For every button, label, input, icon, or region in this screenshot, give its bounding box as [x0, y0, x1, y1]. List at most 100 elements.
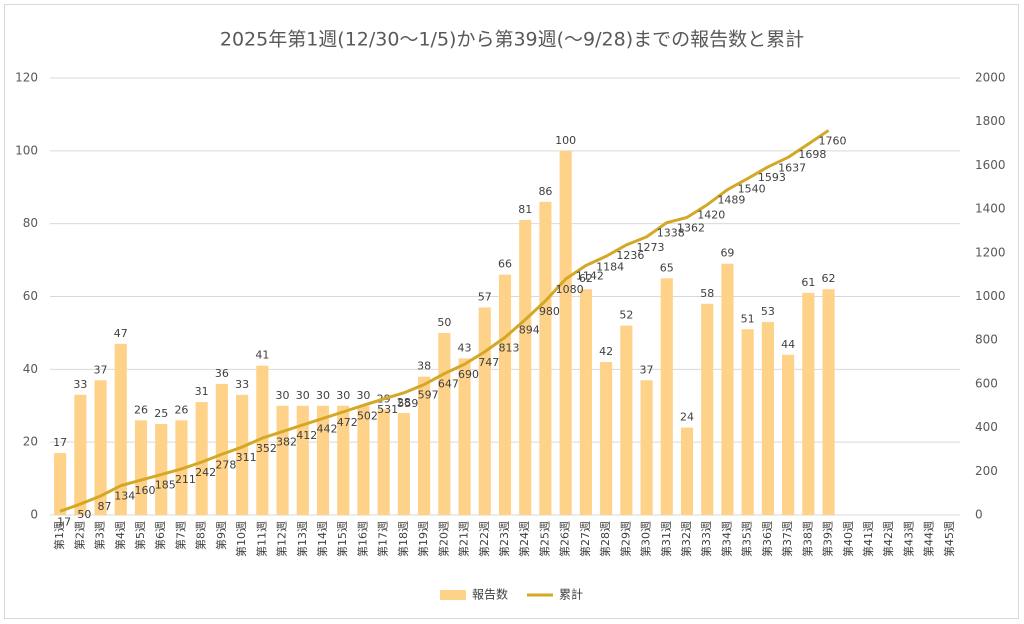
line-value-label: 50 — [77, 508, 91, 521]
bar — [54, 453, 67, 515]
x-tick-label: 第13週 — [295, 521, 309, 557]
bar-value-label: 33 — [235, 378, 249, 391]
line-value-label: 1184 — [596, 260, 624, 273]
bar-value-label: 37 — [640, 363, 654, 376]
line-value-label: 559 — [397, 397, 418, 410]
y2-tick-label: 800 — [975, 333, 998, 347]
legend-label: 累計 — [559, 587, 583, 602]
bar — [519, 220, 532, 515]
bar — [296, 405, 309, 515]
bar-value-label: 33 — [73, 378, 87, 391]
bar-value-label: 30 — [356, 389, 370, 402]
chart-title: 2025年第1週(12/30～1/5)から第39週(～9/28)までの報告数と累… — [220, 29, 804, 51]
x-tick-label: 第15週 — [335, 521, 349, 557]
bar — [620, 325, 633, 515]
bar — [680, 427, 694, 515]
bar-value-label: 24 — [680, 411, 694, 424]
x-tick-label: 第6週 — [153, 521, 167, 550]
bar — [256, 365, 269, 515]
bar — [74, 394, 87, 515]
x-tick-label: 第33週 — [699, 521, 713, 557]
bar — [579, 289, 592, 515]
bar-value-label: 47 — [114, 327, 128, 340]
bar-value-label: 30 — [296, 389, 310, 402]
line-value-label: 980 — [539, 305, 560, 318]
line-value-label: 311 — [236, 451, 257, 464]
y2-tick-label: 600 — [975, 376, 998, 390]
x-tick-label: 第21週 — [457, 521, 471, 557]
x-tick-label: 第16週 — [355, 521, 369, 557]
line-value-label: 134 — [114, 490, 135, 503]
bar-value-label: 66 — [498, 258, 512, 271]
x-tick-label: 第26週 — [558, 521, 572, 557]
y-tick-label: 80 — [23, 216, 38, 230]
x-tick-label: 第43週 — [901, 521, 915, 557]
x-tick-label: 第36週 — [760, 521, 774, 557]
y-tick-label: 120 — [15, 71, 38, 85]
bar-value-label: 51 — [741, 312, 755, 325]
bar-value-label: 26 — [134, 403, 148, 416]
bar — [741, 329, 754, 515]
bar-value-label: 65 — [660, 261, 674, 274]
line-value-label: 1420 — [697, 209, 725, 222]
bar-value-label: 28 — [397, 396, 411, 409]
bar-value-label: 53 — [761, 305, 775, 318]
bar — [458, 358, 471, 515]
y2-tick-label: 400 — [975, 420, 998, 434]
bar — [377, 409, 390, 515]
bar-value-label: 31 — [195, 385, 209, 398]
bar-value-label: 62 — [822, 272, 836, 285]
bar — [802, 292, 815, 515]
bar-value-label: 50 — [437, 316, 451, 329]
line-value-label: 278 — [215, 458, 236, 471]
bar-value-label: 61 — [801, 276, 815, 289]
y-tick-label: 20 — [23, 435, 38, 449]
line-value-label: 185 — [155, 479, 176, 492]
x-tick-label: 第19週 — [416, 521, 430, 557]
line-value-label: 1698 — [798, 148, 826, 161]
x-tick-label: 第34週 — [719, 521, 733, 557]
line — [59, 129, 830, 513]
line-value-label: 1273 — [637, 241, 665, 254]
line-value-label: 1236 — [616, 249, 644, 262]
line-value-label: 813 — [499, 341, 520, 354]
y-tick-label: 40 — [23, 362, 38, 376]
bar — [559, 150, 572, 516]
x-tick-label: 第22週 — [477, 521, 491, 557]
line-value-label: 382 — [276, 436, 297, 449]
line-value-label: 1080 — [556, 283, 584, 296]
y2-tick-label: 0 — [975, 508, 983, 522]
line-value-label: 647 — [438, 378, 459, 391]
bar-value-label: 37 — [94, 363, 108, 376]
x-tick-label: 第1週 — [52, 521, 66, 550]
bar — [316, 405, 330, 515]
bar — [701, 303, 714, 515]
line-value-label: 1540 — [738, 183, 766, 196]
bar-value-label: 43 — [458, 341, 472, 354]
bar-value-label: 30 — [316, 389, 330, 402]
x-tick-label: 第41週 — [861, 521, 875, 557]
bar — [195, 402, 208, 515]
x-tick-label: 第27週 — [578, 521, 592, 557]
bar-value-label: 30 — [276, 389, 290, 402]
y2-tick-label: 2000 — [975, 71, 1006, 85]
bar — [357, 405, 370, 515]
legend-swatch — [440, 590, 466, 600]
x-tick-label: 第10週 — [234, 521, 248, 557]
legend-label: 報告数 — [472, 587, 508, 602]
bar — [114, 343, 127, 515]
line-value-label: 1142 — [576, 269, 604, 282]
y2-tick-label: 200 — [975, 464, 998, 478]
bar — [276, 405, 289, 515]
line-value-label: 160 — [135, 484, 156, 497]
y-tick-label: 0 — [30, 508, 38, 522]
x-tick-label: 第8週 — [194, 521, 208, 550]
chart-frame — [4, 4, 1019, 619]
y2-tick-label: 1600 — [975, 158, 1006, 172]
x-tick-label: 第3週 — [93, 521, 107, 550]
line-value-label: 597 — [418, 389, 439, 402]
x-tick-label: 第25週 — [537, 521, 551, 557]
x-tick-label: 第40週 — [841, 521, 855, 557]
bar — [640, 380, 653, 515]
